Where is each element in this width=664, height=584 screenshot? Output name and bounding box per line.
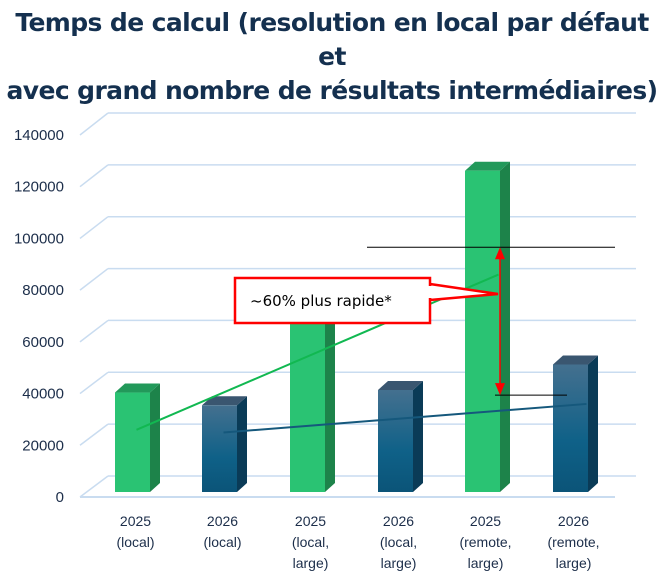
x-tick-label: (remote, xyxy=(459,534,511,550)
x-tick-label: (local) xyxy=(116,534,154,550)
x-tick-label: (local, xyxy=(292,534,329,550)
y-tick-label: 40000 xyxy=(22,386,64,403)
x-tick-label: (local, xyxy=(380,534,417,550)
chart-title-line-2: avec grand nombre de résultats intermédi… xyxy=(6,76,659,105)
y-tick-label: 80000 xyxy=(22,282,64,299)
bar xyxy=(378,381,423,492)
y-tick-label: 100000 xyxy=(14,230,64,247)
gridline-side xyxy=(79,267,109,291)
y-tick-label: 0 xyxy=(56,489,64,506)
x-tick-label: large) xyxy=(381,555,417,571)
bar-top xyxy=(553,355,598,365)
chart-title: Temps de calcul (resolution en local par… xyxy=(0,6,664,108)
bar xyxy=(202,396,247,492)
arrow-down-icon xyxy=(495,383,505,396)
bar-top xyxy=(115,383,160,393)
x-axis-labels: 2025 (local) 2026 (local) 2025 (local, large) 2… xyxy=(116,513,599,571)
bar xyxy=(290,304,335,492)
arrow-up-icon xyxy=(495,247,505,260)
bar-top xyxy=(202,396,247,406)
y-tick-label: 20000 xyxy=(22,437,64,454)
gridline-side xyxy=(79,112,109,136)
bar-side xyxy=(237,396,247,492)
callout-box xyxy=(233,276,432,325)
x-tick-label: 2026 xyxy=(207,513,238,529)
x-tick-label: 2026 xyxy=(558,513,589,529)
x-tick-label: 2025 xyxy=(295,513,326,529)
gridline-side xyxy=(79,475,109,498)
x-tick-label: large) xyxy=(293,555,329,571)
gridline-side xyxy=(79,319,109,343)
bar-top xyxy=(378,381,423,390)
x-tick-label: 2025 xyxy=(120,513,151,529)
bar-front xyxy=(202,405,237,492)
bar-front xyxy=(553,364,588,492)
chart-title-line-1: Temps de calcul (resolution en local par… xyxy=(15,8,649,71)
gridline-side xyxy=(79,423,109,446)
y-tick-label: 120000 xyxy=(14,179,64,196)
bar xyxy=(553,355,598,492)
bar xyxy=(465,161,510,492)
bar-side xyxy=(413,381,423,492)
speedup-annotation: ~60% plus rapide* xyxy=(233,246,615,396)
x-tick-label: 2026 xyxy=(383,513,414,529)
y-axis-ticks: 0 20000 40000 60000 80000 100000 120000 140000 xyxy=(14,127,64,506)
bar-front xyxy=(290,313,325,492)
bar-front xyxy=(378,390,413,492)
bars xyxy=(115,161,598,492)
bar-front xyxy=(465,170,500,492)
callout-joint xyxy=(428,286,432,298)
bar-side xyxy=(325,304,335,492)
bar-top xyxy=(465,161,510,171)
trendline-blue xyxy=(223,402,587,434)
y-tick-label: 60000 xyxy=(22,334,64,351)
bar-side xyxy=(150,383,160,492)
bar-front xyxy=(115,392,150,492)
y-tick-label: 140000 xyxy=(14,127,64,144)
gridline-side xyxy=(79,164,109,188)
bar xyxy=(115,383,160,492)
bar-side xyxy=(588,355,598,492)
bar-side xyxy=(500,161,510,492)
gridline-side xyxy=(79,216,109,240)
x-tick-label: (local) xyxy=(203,534,241,550)
x-tick-label: (remote, xyxy=(547,534,599,550)
x-tick-label: large) xyxy=(556,555,592,571)
x-tick-label: large) xyxy=(468,555,504,571)
callout-text: ~60% plus rapide* xyxy=(250,292,392,310)
gridline-side xyxy=(79,371,109,395)
x-tick-label: 2025 xyxy=(470,513,501,529)
